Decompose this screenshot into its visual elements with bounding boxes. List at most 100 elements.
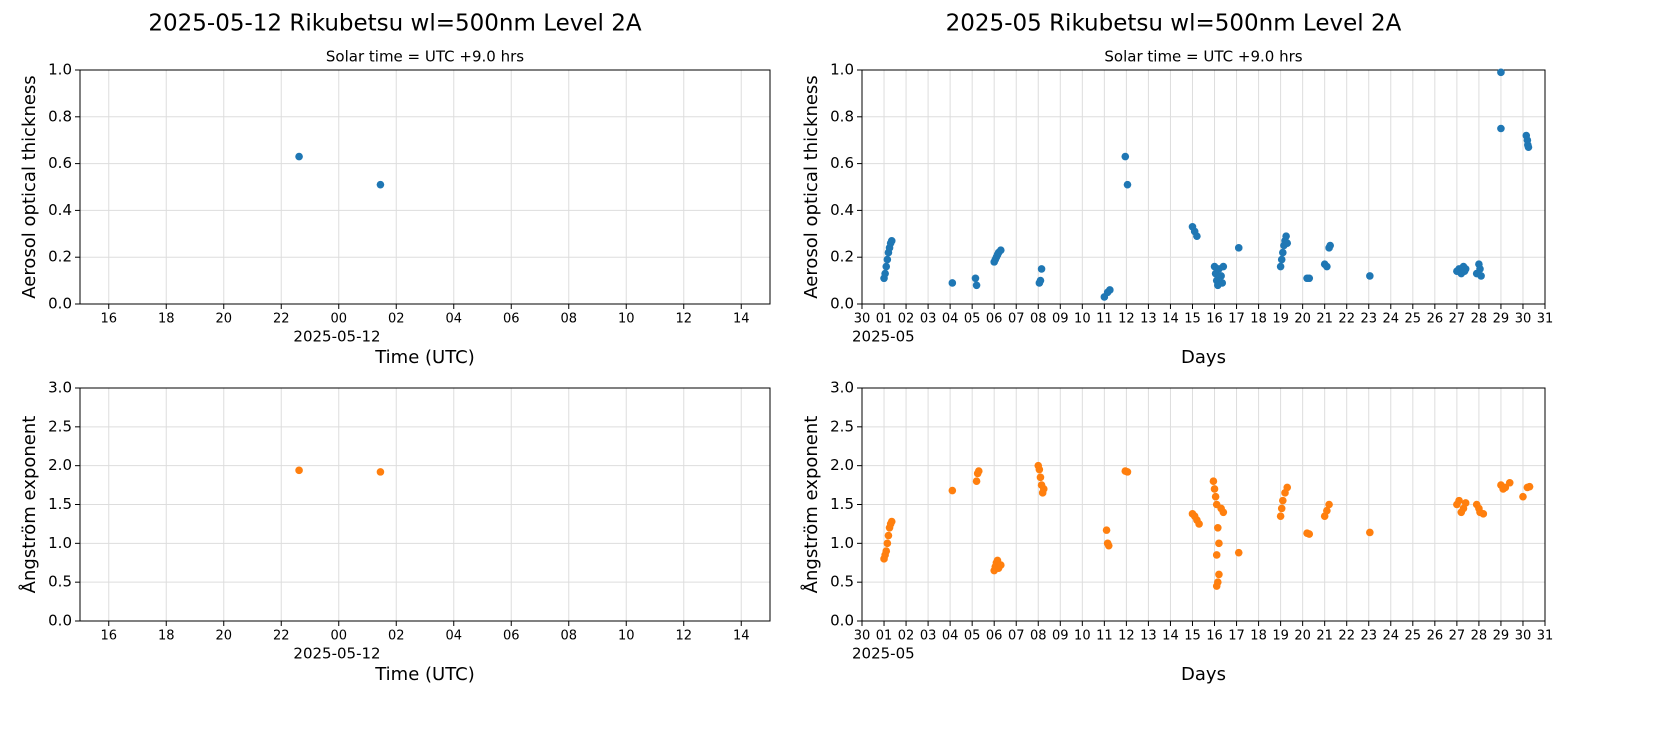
data-point xyxy=(1283,483,1292,492)
y-tick-label: 2.0 xyxy=(48,456,72,474)
x-tick-label: 17 xyxy=(1228,629,1245,644)
x-tick-label: 04 xyxy=(942,629,959,644)
x-tick-label: 21 xyxy=(1316,629,1333,644)
y-axis-label: Ångström exponent xyxy=(800,416,822,594)
x-tick-label: 22 xyxy=(1338,312,1355,327)
x-tick-label: 04 xyxy=(445,629,462,644)
x-tick-label: 31 xyxy=(1537,629,1554,644)
data-point xyxy=(883,255,892,264)
x-tick-label: 14 xyxy=(1162,629,1179,644)
data-point xyxy=(1123,180,1132,189)
data-point xyxy=(971,274,980,283)
data-point xyxy=(882,547,891,555)
y-tick-label: 0.2 xyxy=(48,248,72,266)
x-tick-label: 16 xyxy=(1206,629,1223,644)
data-point xyxy=(881,269,889,278)
x-tick-label: 30 xyxy=(854,312,871,327)
x-tick-label: 06 xyxy=(986,312,1003,327)
x-tick-label: 14 xyxy=(1162,312,1179,327)
y-tick-label: 2.5 xyxy=(830,417,854,435)
data-point xyxy=(948,486,957,495)
plot-frame xyxy=(79,69,771,305)
x-tick-label: 26 xyxy=(1427,629,1444,644)
x-tick-label: 03 xyxy=(920,629,937,644)
x-tick-label: 08 xyxy=(560,629,577,644)
x-tick-label: 09 xyxy=(1052,629,1069,644)
data-point xyxy=(1461,499,1470,507)
x-tick-label: 16 xyxy=(100,629,117,644)
y-tick-label: 0.2 xyxy=(830,248,854,266)
data-point xyxy=(1305,530,1314,538)
x-tick-label: 04 xyxy=(942,312,959,327)
x-tick-label: 07 xyxy=(1008,629,1025,644)
data-point xyxy=(884,531,893,540)
y-tick-label: 1.5 xyxy=(830,495,854,513)
x-tick-label: 10 xyxy=(618,629,635,644)
x-tick-label: 14 xyxy=(733,629,750,644)
x-tick-label: 26 xyxy=(1427,312,1444,327)
data-point xyxy=(1039,485,1048,493)
x-tick-label: 10 xyxy=(618,312,635,327)
data-point xyxy=(1277,255,1286,264)
x-tick-label: 00 xyxy=(330,312,347,327)
x-tick-label: 12 xyxy=(1118,312,1135,327)
x-axis-label: Time (UTC) xyxy=(374,664,475,685)
chart-title: 2025-05 Rikubetsu wl=500nm Level 2A xyxy=(946,11,1402,37)
data-point xyxy=(1212,551,1221,559)
data-point xyxy=(1193,232,1201,240)
y-tick-label: 1.0 xyxy=(830,61,854,79)
y-tick-label: 1.5 xyxy=(48,495,72,513)
data-point xyxy=(887,237,896,245)
data-point xyxy=(1524,143,1533,152)
data-point xyxy=(1219,262,1228,271)
x-tick-label: 11 xyxy=(1096,312,1113,327)
x-tick-label: 15 xyxy=(1184,629,1201,644)
x-tick-label: 30 xyxy=(854,629,871,644)
data-point xyxy=(1121,152,1130,161)
x-tick-label: 17 xyxy=(1228,312,1245,327)
data-point xyxy=(1217,272,1225,280)
y-tick-label: 0.8 xyxy=(48,107,72,125)
y-tick-label: 0.5 xyxy=(830,573,854,591)
data-point xyxy=(882,262,891,271)
x-tick-label: 13 xyxy=(1140,629,1157,644)
x-tick-label: 29 xyxy=(1493,629,1510,644)
data-point xyxy=(974,467,983,475)
x-tick-label: 03 xyxy=(920,312,937,327)
data-point xyxy=(1476,265,1484,273)
x-tick-label: 24 xyxy=(1383,629,1400,644)
x-tick-label: 08 xyxy=(1030,629,1047,644)
x-tick-label: 16 xyxy=(1206,312,1223,327)
y-axis-label: Aerosol optical thickness xyxy=(801,75,822,298)
x-tick-label: 22 xyxy=(273,629,290,644)
x-tick-label: 29 xyxy=(1493,312,1510,327)
x-tick-label: 12 xyxy=(1118,629,1135,644)
data-point xyxy=(1455,496,1463,505)
x-axis-label: Time (UTC) xyxy=(374,347,475,368)
x-tick-label: 06 xyxy=(986,629,1003,644)
y-tick-label: 1.0 xyxy=(830,534,854,552)
x-tick-label: 00 xyxy=(330,629,347,644)
data-point xyxy=(1519,492,1527,501)
x-offset-label: 2025-05 xyxy=(852,645,915,663)
x-tick-label: 11 xyxy=(1096,629,1113,644)
x-tick-label: 12 xyxy=(675,629,692,644)
data-point xyxy=(948,279,957,287)
x-tick-label: 20 xyxy=(1294,629,1311,644)
data-point xyxy=(1209,477,1218,486)
x-offset-label: 2025-05-12 xyxy=(293,328,380,346)
data-point xyxy=(1279,248,1287,257)
x-tick-label: 18 xyxy=(1250,312,1267,327)
y-tick-label: 2.5 xyxy=(48,417,72,435)
y-axis-label: Aerosol optical thickness xyxy=(19,75,40,298)
x-axis-label: Days xyxy=(1181,347,1226,368)
data-point xyxy=(887,517,896,526)
data-point xyxy=(1497,124,1505,133)
data-point xyxy=(1305,274,1314,283)
x-tick-label: 02 xyxy=(898,312,915,327)
chart-title: 2025-05-12 Rikubetsu wl=500nm Level 2A xyxy=(148,11,641,37)
data-point xyxy=(1102,526,1111,534)
y-tick-label: 2.0 xyxy=(830,456,854,474)
y-tick-label: 0.5 xyxy=(48,573,72,591)
